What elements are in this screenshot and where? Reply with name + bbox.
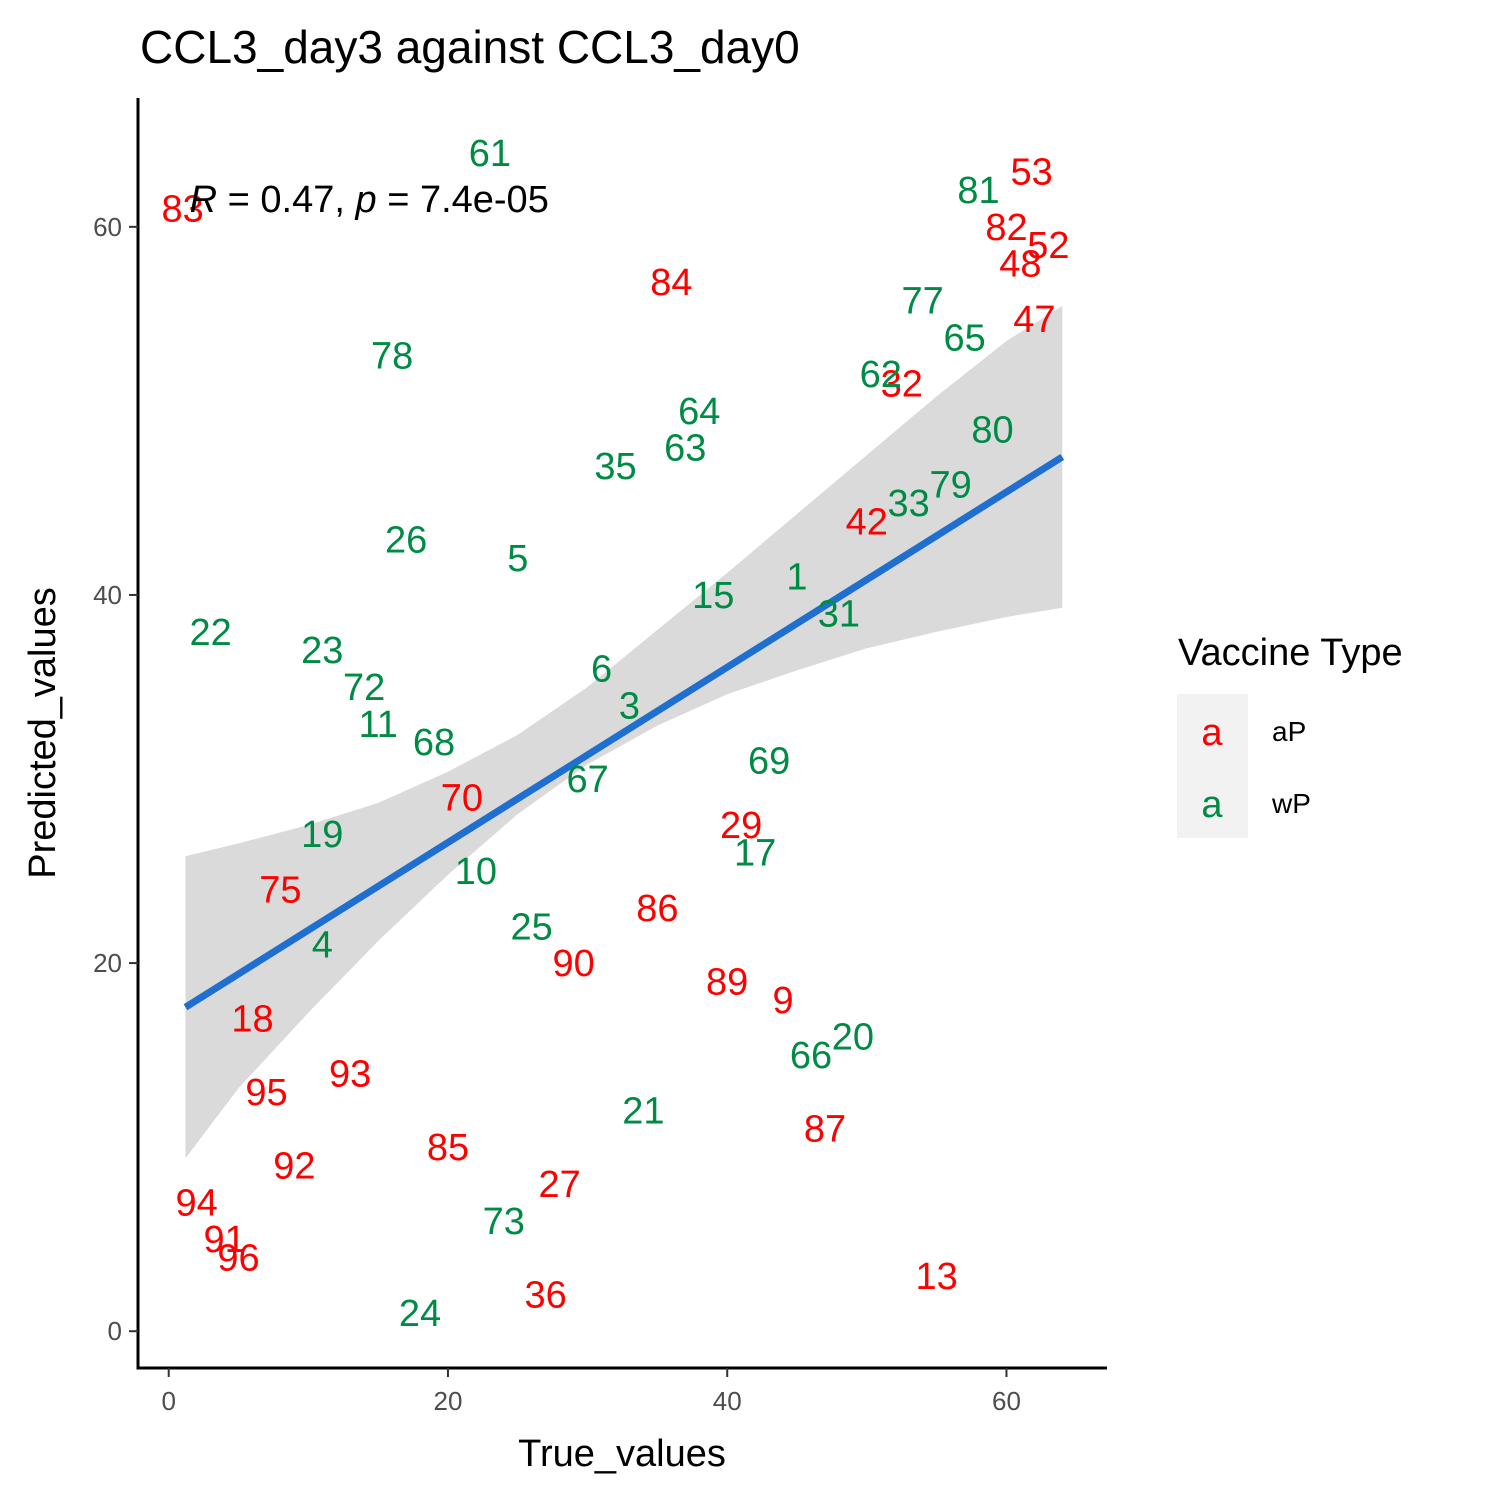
y-tick-label: 20 [93,948,122,978]
x-tick-label: 40 [713,1386,742,1416]
x-axis-title: True_values [518,1433,726,1475]
point-label-wp: 17 [734,833,776,875]
point-label-ap: 87 [804,1109,846,1151]
point-label-ap: 29 [720,805,762,847]
point-label-wp: 21 [622,1090,664,1132]
point-label-ap: 82 [985,207,1027,249]
point-label-wp: 61 [469,133,511,175]
point-label-ap: 18 [231,998,273,1040]
point-label-ap: 70 [441,777,483,819]
point-label-wp: 77 [902,281,944,323]
point-label-ap: 32 [881,363,923,405]
point-label-ap: 47 [1013,299,1055,341]
point-label-ap: 13 [916,1256,958,1298]
regression-line [183,453,1065,1011]
point-label-ap: 85 [427,1127,469,1169]
point-label-wp: 64 [678,391,720,433]
point-label-wp: 81 [957,170,999,212]
point-label-ap: 91 [203,1219,245,1261]
legend-key-ap: a [1201,712,1223,754]
point-label-wp: 26 [385,520,427,562]
point-label-wp: 63 [664,428,706,470]
point-label-wp: 4 [312,925,333,967]
point-label-ap: 95 [245,1072,287,1114]
point-label-wp: 62 [860,354,902,396]
point-label-wp: 6 [591,649,612,691]
point-label-ap: 96 [217,1238,259,1280]
point-label-wp: 33 [888,483,930,525]
point-label-wp: 22 [189,612,231,654]
point-label-ap: 52 [1027,225,1069,267]
x-tick-label: 0 [161,1386,175,1416]
point-label-ap: 36 [525,1274,567,1316]
point-label-ap: 27 [539,1164,581,1206]
point-label-ap: 90 [552,943,594,985]
point-label-wp: 5 [507,538,528,580]
legend-label-wp: wP [1271,788,1311,819]
point-label-wp: 24 [399,1293,441,1335]
point-label-wp: 67 [566,759,608,801]
point-label-ap: 89 [706,962,748,1004]
point-label-wp: 1 [786,557,807,599]
y-tick-label: 60 [93,212,122,242]
point-label-wp: 23 [301,630,343,672]
point-label-ap: 75 [259,869,301,911]
point-label-wp: 35 [594,446,636,488]
point-label-wp: 72 [343,667,385,709]
point-label-wp: 79 [929,465,971,507]
point-label-ap: 83 [162,188,204,230]
point-label-ap: 92 [273,1146,315,1188]
point-label-ap: 93 [329,1054,371,1096]
legend-key-wp: a [1201,784,1223,826]
point-label-ap: 94 [175,1182,217,1224]
point-label-ap: 84 [650,262,692,304]
point-label-ap: 53 [1010,152,1052,194]
legend: Vaccine Type a a aP wP [1177,632,1403,838]
axis-ticks: 0 20 40 60 0 20 40 60 [93,212,1021,1416]
legend-key-background [1177,694,1248,838]
point-label-wp: 80 [971,409,1013,451]
point-label-wp: 10 [455,851,497,893]
x-tick-label: 20 [434,1386,463,1416]
y-axis-title: Predicted_values [22,587,64,879]
point-label-ap: 42 [846,501,888,543]
y-tick-label: 40 [93,580,122,610]
point-label-wp: 3 [619,685,640,727]
point-label-ap: 86 [636,888,678,930]
point-label-ap: 9 [773,980,794,1022]
point-label-wp: 65 [943,317,985,359]
point-label-wp: 73 [483,1201,525,1243]
point-label-wp: 31 [818,593,860,635]
y-tick-label: 0 [108,1316,122,1346]
chart-title: CCL3_day3 against CCL3_day0 [140,21,800,73]
legend-label-ap: aP [1272,716,1306,747]
point-label-wp: 78 [371,336,413,378]
correlation-annotation: R = 0.47, p = 7.4e-05 [190,179,549,221]
point-label-wp: 11 [358,704,397,746]
point-label-wp: 69 [748,741,790,783]
legend-title: Vaccine Type [1178,632,1403,674]
point-label-wp: 20 [832,1017,874,1059]
point-label-wp: 66 [790,1035,832,1077]
point-label-wp: 19 [301,814,343,856]
point-label-ap: 48 [999,244,1041,286]
point-label-wp: 15 [692,575,734,617]
point-label-wp: 25 [511,906,553,948]
x-tick-label: 60 [992,1386,1021,1416]
point-label-wp: 68 [413,722,455,764]
